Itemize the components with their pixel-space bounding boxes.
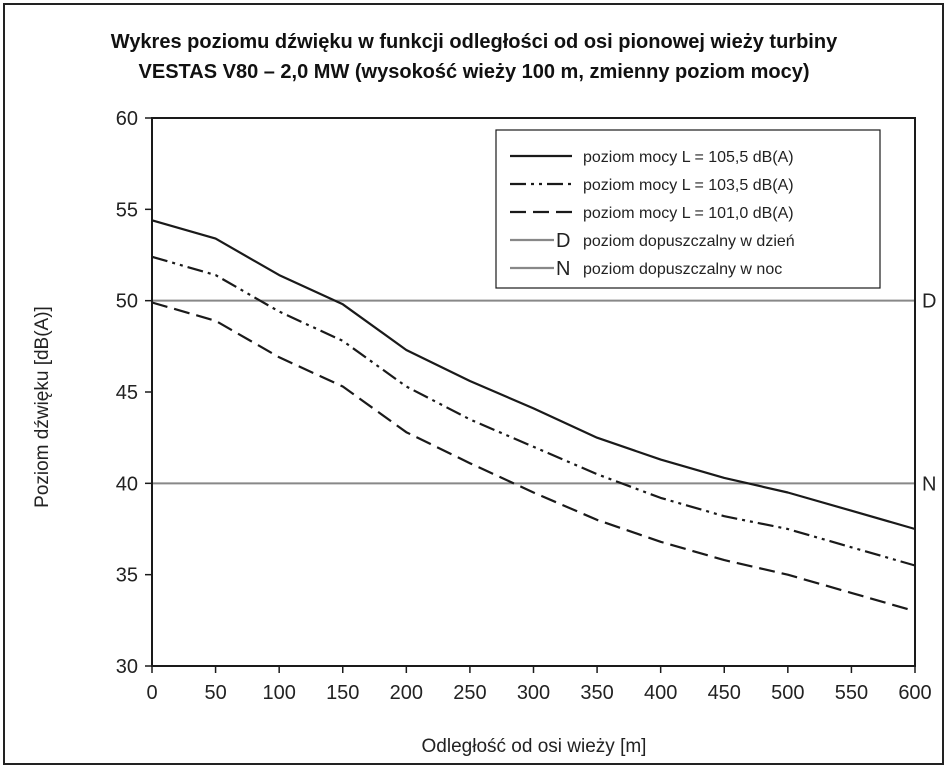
x-tick-label: 50 xyxy=(204,682,226,704)
y-tick-label: 40 xyxy=(116,473,138,495)
x-tick-label: 450 xyxy=(708,682,741,704)
x-axis-label: Odległość od osi wieży [m] xyxy=(422,736,647,757)
series-line-1 xyxy=(151,219,916,531)
x-tick-label: 300 xyxy=(517,682,550,704)
legend-label-series-2: poziom mocy L = 103,5 dB(A) xyxy=(583,177,794,194)
y-tick-label: 45 xyxy=(116,382,138,404)
x-tick-label: 200 xyxy=(390,682,423,704)
legend-marker-d: D xyxy=(556,230,570,252)
y-tick-label: 60 xyxy=(116,108,138,130)
x-tick-label: 600 xyxy=(898,682,931,704)
chart-title-line2: VESTAS V80 – 2,0 MW (wysokość wieży 100 … xyxy=(139,61,810,83)
reference-lines: DN xyxy=(152,291,936,495)
legend-label-series-3: poziom mocy L = 101,0 dB(A) xyxy=(583,205,794,222)
y-tick-label: 30 xyxy=(116,656,138,678)
x-tick-label: 500 xyxy=(771,682,804,704)
y-tick-label: 55 xyxy=(116,199,138,221)
x-tick-label: 400 xyxy=(644,682,677,704)
y-axis-ticks: 30 35 40 45 50 55 60 xyxy=(116,108,152,678)
x-tick-label: 250 xyxy=(453,682,486,704)
x-tick-label: 100 xyxy=(262,682,295,704)
reference-line-marker-n: N xyxy=(922,473,936,495)
legend-marker-n: N xyxy=(556,258,570,280)
legend-label-ref-d: poziom dopuszczalny w dzień xyxy=(583,233,795,250)
series-lines xyxy=(151,219,916,613)
y-tick-label: 50 xyxy=(116,291,138,313)
x-tick-label: 350 xyxy=(580,682,613,704)
legend: poziom mocy L = 105,5 dB(A) poziom mocy L… xyxy=(495,129,881,289)
legend-label-ref-n: poziom dopuszczalny w noc xyxy=(583,261,782,278)
x-tick-label: 0 xyxy=(146,682,157,704)
reference-line-marker-d: D xyxy=(922,291,936,313)
series-line-3 xyxy=(151,301,916,613)
y-tick-label: 35 xyxy=(116,565,138,587)
x-tick-label: 550 xyxy=(835,682,868,704)
x-tick-label: 150 xyxy=(326,682,359,704)
y-axis-label: Poziom dźwięku [dB(A)] xyxy=(32,306,53,508)
legend-label-series-1: poziom mocy L = 105,5 dB(A) xyxy=(583,149,794,166)
series-line-2 xyxy=(151,255,916,567)
x-axis-ticks: 0 50 100 150 200 250 300 350 400 450 500 550 600 xyxy=(146,666,932,704)
chart-title-line1: Wykres poziomu dźwięku w funkcji odległo… xyxy=(111,31,838,53)
